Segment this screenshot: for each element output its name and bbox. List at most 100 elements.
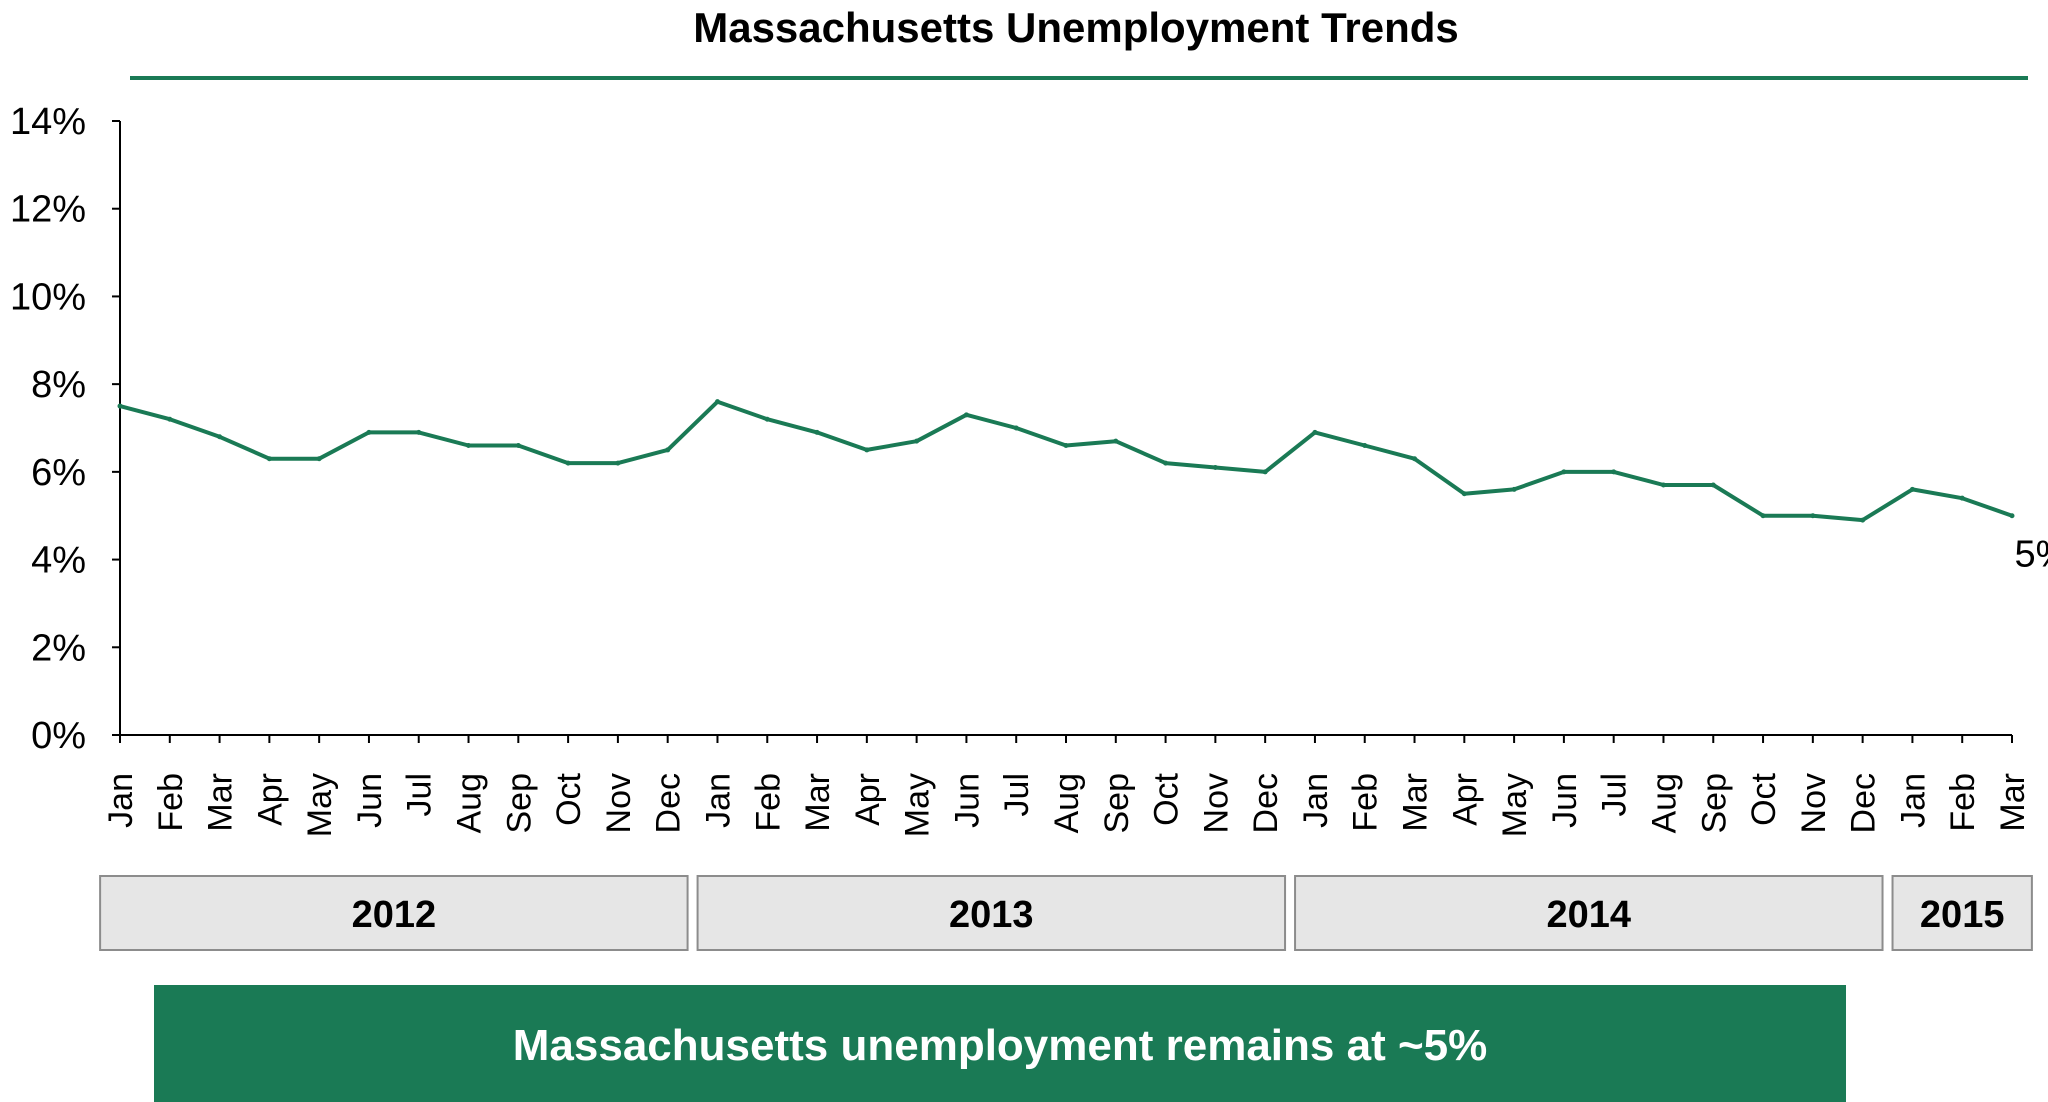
x-tick-label: Nov [1795,773,1833,833]
x-tick-label: Jan [1297,773,1335,828]
y-tick-label: 6% [31,452,86,494]
data-point [1113,438,1119,444]
y-tick-label: 12% [10,189,86,231]
x-tick-label: Mar [799,773,837,832]
data-point [1959,495,1965,501]
year-label: 2015 [1920,894,2005,936]
x-tick-label: Dec [650,773,688,833]
year-groups: 2012 2013 2014 2015 [99,875,2033,951]
data-point [963,412,969,418]
data-point [316,456,322,462]
x-tick-label: Oct [550,772,588,825]
data-point [714,399,720,405]
x-tick-label: Oct [1745,772,1783,825]
data-point [515,443,521,449]
x-tick-label: May [301,773,339,837]
data-point [1163,460,1169,466]
x-tick-label: Nov [600,773,638,833]
x-tick-label: Jan [699,773,737,828]
data-point [416,429,422,435]
x-tick-label: May [899,773,937,837]
data-point [1810,513,1816,519]
data-point [266,456,272,462]
data-point [1262,469,1268,475]
data-point [914,438,920,444]
x-tick-label: Feb [1944,773,1982,832]
year-box [1294,875,1884,951]
plot-area: 5% [117,399,2048,576]
x-tick-label: Apr [251,773,289,826]
data-point [117,403,123,409]
data-point [1760,513,1766,519]
series-line [119,399,2013,523]
x-tick-label: Dec [1247,773,1285,833]
data-point [1063,443,1069,449]
y-axis: 0% 2% 4% 6% 8% 10% 12% 14% [10,101,121,757]
x-tick-label: Jan [1894,773,1932,828]
y-tick-label: 2% [31,627,86,669]
year-box [1891,875,2033,951]
data-point [1461,491,1467,497]
x-tick-label: Mar [1397,773,1435,832]
summary-banner-text: Massachusetts unemployment remains at ~5… [513,1021,1487,1070]
x-tick-label: Apr [849,773,887,826]
data-point [1860,517,1866,523]
x-tick-label: Dec [1845,773,1883,833]
data-point [1362,443,1368,449]
year-label: 2013 [949,894,1034,936]
data-point [1710,482,1716,488]
year-box [696,875,1287,951]
data-point [1412,456,1418,462]
year-label: 2014 [1547,894,1632,936]
data-point [1212,464,1218,470]
x-tick-label: Jun [1546,773,1584,828]
x-tick-label: Jul [401,773,439,816]
x-tick-label: Jan [102,773,140,828]
x-tick-label: Mar [1994,773,2032,832]
x-tick-label: Sep [500,773,538,834]
x-tick-label: Feb [152,773,190,832]
data-point [1909,486,1915,492]
data-point [764,416,770,422]
x-tick-label: Feb [1347,773,1385,832]
data-point [1660,482,1666,488]
y-tick-label: 4% [31,540,86,582]
data-point [615,460,621,466]
x-tick-label: Jun [948,773,986,828]
data-point [864,447,870,453]
x-tick-label: Aug [1645,773,1683,834]
data-point [1611,469,1617,475]
x-tick-label: Feb [749,773,787,832]
x-tick-label: Jun [351,773,389,828]
data-point [1013,425,1019,431]
data-point [1561,469,1567,475]
end-value-label: 5% [2015,534,2048,576]
x-axis: Jan Feb Mar Apr May Jun Jul Aug Sep Oct Nov Dec Jan F… [102,734,2032,837]
x-tick-label: Apr [1446,773,1484,826]
data-point [366,429,372,435]
data-point [167,416,173,422]
y-tick-label: 0% [31,715,86,757]
x-tick-label: Jul [998,773,1036,816]
x-tick-label: Aug [1048,773,1086,834]
y-tick-label: 14% [10,101,86,143]
data-point [466,443,472,449]
summary-banner [154,985,1846,1102]
data-point [565,460,571,466]
x-tick-label: Sep [1695,773,1733,834]
data-point [217,434,223,440]
y-tick-label: 10% [10,276,86,318]
year-label: 2012 [352,894,437,936]
x-tick-label: Jul [1596,773,1634,816]
x-tick-label: Oct [1148,772,1186,825]
chart-title: Massachusetts Unemployment Trends [693,4,1459,51]
x-tick-label: Mar [202,773,240,832]
data-point [814,429,820,435]
data-point [1511,486,1517,492]
x-tick-label: Sep [1098,773,1136,834]
data-point [1312,429,1318,435]
data-point [665,447,671,453]
x-tick-label: Aug [451,773,489,834]
x-tick-label: Nov [1197,773,1235,833]
